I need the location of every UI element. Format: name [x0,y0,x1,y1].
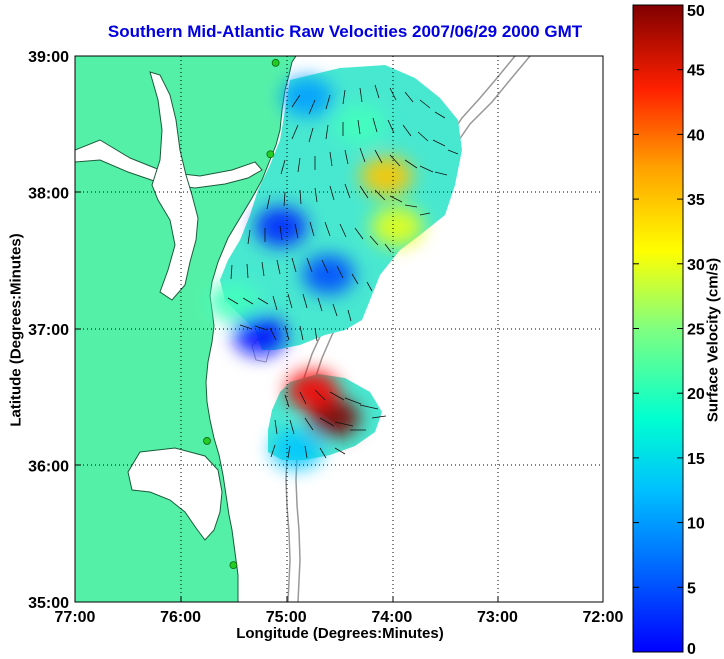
y-tick-label: 36:00 [28,459,69,476]
speed-zone [334,104,387,145]
colorbar-tick-label: 0 [687,641,696,658]
speed-zone [286,370,339,411]
speed-zone [270,429,323,470]
land-mass [75,56,297,602]
current-vectors [227,84,459,459]
x-tick-label: 75:00 [266,609,307,626]
colorbar-tick-label: 25 [687,322,705,339]
x-tick-label: 76:00 [160,609,201,626]
grid-lines [75,56,603,602]
map-title: Southern Mid-Atlantic Raw Velocities 200… [107,22,583,41]
radar-station [266,150,275,159]
velocity-field-north [220,65,462,350]
speed-zone [254,206,307,247]
chesapeake-bay [149,71,199,301]
radar-station [203,437,211,445]
x-axis-label: Longitude (Degrees:Minutes) [236,625,444,642]
colorbar-label: Surface Velocity (cm/s) [704,257,722,423]
x-tick-label: 72:00 [583,609,624,626]
colorbar-tick-label: 10 [687,516,705,533]
speed-zone [371,206,424,247]
colorbar-tick-label: 35 [687,192,705,209]
delaware-bay [75,139,263,189]
colorbar-tick-label: 15 [687,451,705,468]
y-tick-label: 37:00 [28,322,69,339]
pamlico-sound [127,447,223,541]
x-tick-label: 74:00 [371,609,412,626]
colorbar-tick-label: 30 [687,257,705,274]
radar-station [229,561,238,570]
colorbar [632,4,684,653]
y-tick-label: 39:00 [28,49,69,66]
speed-zone [281,76,334,117]
colorbar-tick-label: 40 [687,127,705,144]
radar-station [271,58,280,67]
y-tick-label: 35:00 [28,595,69,612]
x-tick-label: 73:00 [477,609,518,626]
speed-zone [233,315,286,356]
colorbar-tick-label: 5 [687,580,696,597]
colorbar-tick-label: 20 [687,386,705,403]
x-tick-label: 77:00 [55,609,96,626]
y-tick-label: 38:00 [28,186,69,203]
y-axis-label: Latitude (Degrees:Minutes) [7,233,25,427]
speed-zone [302,254,355,295]
colorbar-tick-label: 50 [687,3,705,20]
colorbar-tick-label: 45 [687,63,705,80]
speed-zone [360,156,413,197]
